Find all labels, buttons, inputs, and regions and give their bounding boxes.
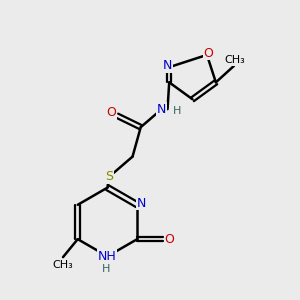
Text: N: N xyxy=(157,103,166,116)
Text: O: O xyxy=(204,47,214,60)
Text: H: H xyxy=(172,106,181,116)
Text: CH₃: CH₃ xyxy=(224,55,245,65)
Text: H: H xyxy=(102,264,110,274)
Text: O: O xyxy=(106,106,116,119)
Text: O: O xyxy=(164,233,174,246)
Text: N: N xyxy=(136,197,146,210)
Text: NH: NH xyxy=(98,250,117,263)
Text: N: N xyxy=(163,59,172,72)
Text: S: S xyxy=(105,170,113,183)
Text: CH₃: CH₃ xyxy=(52,260,73,270)
